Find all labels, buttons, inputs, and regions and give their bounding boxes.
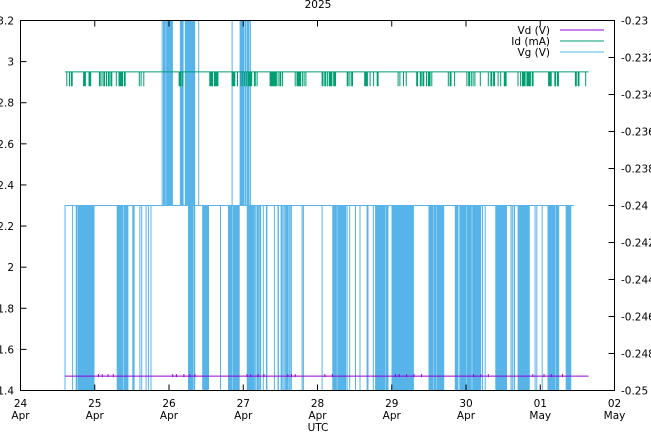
legend-label: Vd (V) [517, 25, 550, 37]
y-left-tick-label: 1.8 [0, 303, 14, 315]
x-tick-month-label: Apr [383, 410, 402, 422]
y-left-tick-label: 2.2 [0, 221, 14, 233]
y-right-tick-label: -0.242 [621, 238, 651, 250]
y-left-tick-label: 2 [7, 262, 14, 274]
series-vg-line [64, 20, 574, 391]
y-right-tick-label: -0.23 [621, 16, 648, 28]
x-tick-day-label: 30 [459, 398, 472, 410]
x-tick-day-label: 25 [88, 398, 101, 410]
x-tick-month-label: May [529, 410, 551, 422]
x-tick-month-label: Apr [86, 410, 105, 422]
y-right-tick-label: -0.234 [621, 90, 651, 102]
chart-title: 2025 [305, 0, 332, 11]
y-left-tick-label: 2.4 [0, 180, 14, 192]
x-tick-day-label: 28 [311, 398, 324, 410]
x-tick-day-label: 01 [534, 398, 547, 410]
y-right-tick-label: -0.238 [621, 164, 651, 176]
y-right-tick-label: -0.232 [621, 53, 651, 65]
legend-label: Vg (V) [517, 47, 550, 59]
x-tick-month-label: Apr [11, 410, 30, 422]
legend-label: Id (mA) [511, 36, 550, 48]
y-left-tick-label: 1.6 [0, 344, 14, 356]
x-tick-month-label: Apr [308, 410, 327, 422]
y-left-tick-label: 2.6 [0, 139, 14, 151]
x-tick-day-label: 26 [162, 398, 176, 410]
x-tick-day-label: 27 [237, 398, 250, 410]
series-id-dropouts [66, 71, 587, 87]
plot-area [64, 20, 589, 391]
x-axis-label: UTC [308, 422, 329, 432]
x-tick-month-label: Apr [457, 410, 476, 422]
x-tick-month-label: Apr [160, 410, 179, 422]
x-tick-day-label: 24 [14, 398, 28, 410]
y-right-tick-label: -0.248 [621, 349, 651, 361]
y-right-tick-label: -0.25 [621, 386, 648, 398]
x-tick-day-label: 29 [385, 398, 398, 410]
y-right-tick-label: -0.244 [621, 275, 651, 287]
x-tick-month-label: May [604, 410, 626, 422]
y-left-tick-label: 1.4 [0, 386, 14, 398]
legend: Vd (V)Id (mA)Vg (V) [511, 25, 604, 59]
series-vd-blips [98, 374, 563, 378]
y-right-tick-label: -0.246 [621, 312, 651, 324]
y-left-tick-label: 2.8 [0, 98, 14, 110]
axes: 24Apr25Apr26Apr27Apr28Apr29Apr30Apr01May… [0, 16, 651, 423]
y-right-tick-label: -0.24 [621, 201, 648, 213]
y-left-tick-label: 3 [7, 57, 14, 69]
y-right-tick-label: -0.236 [621, 127, 651, 139]
x-tick-day-label: 02 [608, 398, 621, 410]
x-tick-month-label: Apr [234, 410, 253, 422]
y-left-tick-label: 3.2 [0, 16, 14, 28]
